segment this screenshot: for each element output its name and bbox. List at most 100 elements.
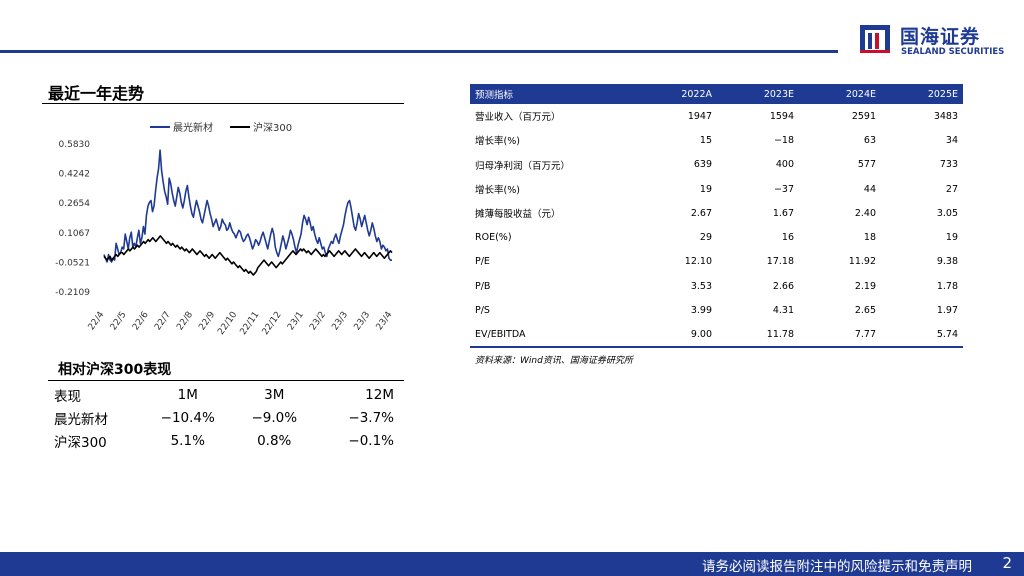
- forecast-metric-label: 归母净利润（百万元）: [475, 160, 571, 172]
- forecast-row: P/S 3.99 4.31 2.65 1.97: [470, 298, 963, 322]
- page-number: 2: [1002, 554, 1012, 572]
- forecast-value: 1.97: [936, 305, 958, 317]
- forecast-value: 9.00: [635, 322, 717, 348]
- forecast-value: 3483: [933, 110, 958, 122]
- x-tick-label: 22/8: [175, 310, 195, 333]
- forecast-header-cell: 2025E: [881, 84, 963, 104]
- y-tick-label: 0.1067: [59, 229, 91, 239]
- relative-title-rule: [48, 380, 404, 381]
- forecast-value: 1594: [769, 110, 794, 122]
- trend-title-rule: [42, 103, 404, 104]
- forecast-value: 63: [863, 134, 876, 146]
- forecast-value: 639: [693, 159, 712, 171]
- relative-cell: −10.4%: [160, 409, 215, 426]
- forecast-row: P/B 3.53 2.66 2.19 1.78: [470, 274, 963, 298]
- forecast-value: 400: [775, 159, 794, 171]
- forecast-metric-label: 增长率(%): [475, 136, 520, 148]
- relative-header-cell: 12M: [365, 386, 394, 403]
- forecast-metric-label: P/E: [475, 256, 490, 268]
- forecast-header-row: 预测指标 2022A 2023E 2024E 2025E: [470, 84, 963, 104]
- forecast-row: EV/EBITDA 9.00 11.78 7.77 5.74: [470, 322, 963, 348]
- relative-header-cell: 3M: [264, 386, 285, 403]
- forecast-value: 27: [945, 183, 958, 195]
- forecast-value: 5.74: [881, 322, 963, 348]
- forecast-value: 2.19: [854, 280, 876, 292]
- relative-header-cell: 1M: [177, 386, 198, 403]
- forecast-metric-label: P/B: [475, 280, 491, 292]
- x-tick-label: 23/3: [353, 310, 373, 332]
- footer-disclaimer: 请务必阅读报告附注中的风险提示和免责声明: [702, 559, 972, 575]
- y-tick-label: 0.5830: [59, 140, 91, 150]
- y-tick-label: 0.2654: [59, 199, 91, 209]
- forecast-row: P/E 12.10 17.18 11.92 9.38: [470, 250, 963, 274]
- forecast-value: 1.78: [936, 280, 958, 292]
- trend-chart-svg: 0.5830 0.4242 0.2654 0.1067 -0.0521 -0.2109 22…: [55, 121, 395, 337]
- legend-label: 晨光新材: [173, 121, 213, 134]
- forecast-table: 预测指标 2022A 2023E 2024E 2025E 营业收入（百万元） 19…: [470, 84, 963, 348]
- trend-chart: 0.5830 0.4242 0.2654 0.1067 -0.0521 -0.2109 22…: [42, 110, 402, 360]
- x-tick-label: 23/4: [375, 310, 395, 333]
- x-tick-label: 22/10: [216, 310, 239, 337]
- x-tick-label: 22/7: [153, 310, 173, 332]
- forecast-metric-label: 摊薄每股收益（元）: [475, 209, 561, 221]
- x-tick-label: 22/11: [238, 310, 261, 337]
- forecast-value: 3.99: [690, 305, 712, 317]
- forecast-value: 11.78: [717, 322, 799, 348]
- forecast-body: 营业收入（百万元） 1947 1594 2591 3483 增长率(%) 15 −18 63 34…: [470, 104, 963, 348]
- brand-name-cn: 国海证券: [900, 26, 981, 48]
- forecast-value: 19: [699, 183, 712, 195]
- forecast-value: 17.18: [766, 256, 794, 268]
- relative-cell: −0.1%: [348, 432, 394, 449]
- brand-logo: 国海证券 SEALAND SECURITIES: [858, 20, 1008, 60]
- forecast-value: 15: [699, 134, 712, 146]
- forecast-value: 7.77: [799, 322, 881, 348]
- forecast-row: 增长率(%) 15 −18 63 34: [470, 128, 963, 152]
- x-tick-label: 22/12: [261, 310, 284, 337]
- x-tick-label: 22/4: [87, 310, 107, 333]
- forecast-value: −37: [773, 183, 794, 195]
- forecast-value: 2591: [851, 110, 876, 122]
- relative-cell: −9.0%: [251, 409, 298, 426]
- forecast-value: 12.10: [684, 256, 712, 268]
- forecast-value: 2.67: [690, 207, 712, 219]
- x-tick-label: 23/1: [286, 310, 306, 332]
- forecast-metric-label: ROE(%): [475, 232, 512, 244]
- y-tick-label: -0.0521: [55, 258, 90, 268]
- forecast-header-cell: 2022A: [635, 84, 717, 104]
- forecast-value: 18: [863, 232, 876, 244]
- sealand-logo-icon: [860, 25, 890, 53]
- forecast-header-cell: 2023E: [717, 84, 799, 104]
- x-tick-label: 23/2: [308, 310, 328, 332]
- forecast-value: 19: [945, 232, 958, 244]
- forecast-value: 2.65: [854, 305, 876, 317]
- relative-row: 晨光新材 −10.4% −9.0% −3.7%: [54, 406, 404, 429]
- forecast-value: 1.67: [772, 207, 794, 219]
- forecast-value: 733: [939, 159, 958, 171]
- forecast-row: 摊薄每股收益（元） 2.67 1.67 2.40 3.05: [470, 201, 963, 225]
- x-tick-label: 22/6: [131, 310, 151, 333]
- forecast-value: 3.05: [936, 207, 958, 219]
- relative-header-cell: 表现: [54, 388, 81, 405]
- forecast-row: 营业收入（百万元） 1947 1594 2591 3483: [470, 104, 963, 128]
- forecast-value: 34: [945, 134, 958, 146]
- relative-row: 沪深300 5.1% 0.8% −0.1%: [54, 429, 404, 452]
- footer-bar: 请务必阅读报告附注中的风险提示和免责声明 2: [0, 552, 1024, 576]
- forecast-source: 资料来源：Wind资讯、国海证券研究所: [475, 356, 633, 366]
- forecast-value: 577: [857, 159, 876, 171]
- x-tick-label: 22/9: [197, 310, 217, 333]
- forecast-value: 16: [781, 232, 794, 244]
- forecast-value: 2.40: [854, 207, 876, 219]
- forecast-metric-label: EV/EBITDA: [470, 322, 635, 348]
- x-tick-label: 22/5: [109, 310, 129, 332]
- forecast-header-cell: 2024E: [799, 84, 881, 104]
- forecast-value: 3.53: [690, 280, 712, 292]
- forecast-value: 4.31: [772, 305, 794, 317]
- relative-cell: 沪深300: [54, 434, 107, 451]
- relative-header-row: 表现 1M 3M 12M: [54, 383, 404, 406]
- y-tick-label: -0.2109: [55, 288, 90, 298]
- relative-cell: 晨光新材: [54, 411, 108, 428]
- forecast-metric-label: 增长率(%): [475, 185, 520, 197]
- legend-label: 沪深300: [253, 121, 292, 134]
- series-line-0: [103, 149, 392, 263]
- brand-name-en: SEALAND SECURITIES: [901, 47, 1005, 57]
